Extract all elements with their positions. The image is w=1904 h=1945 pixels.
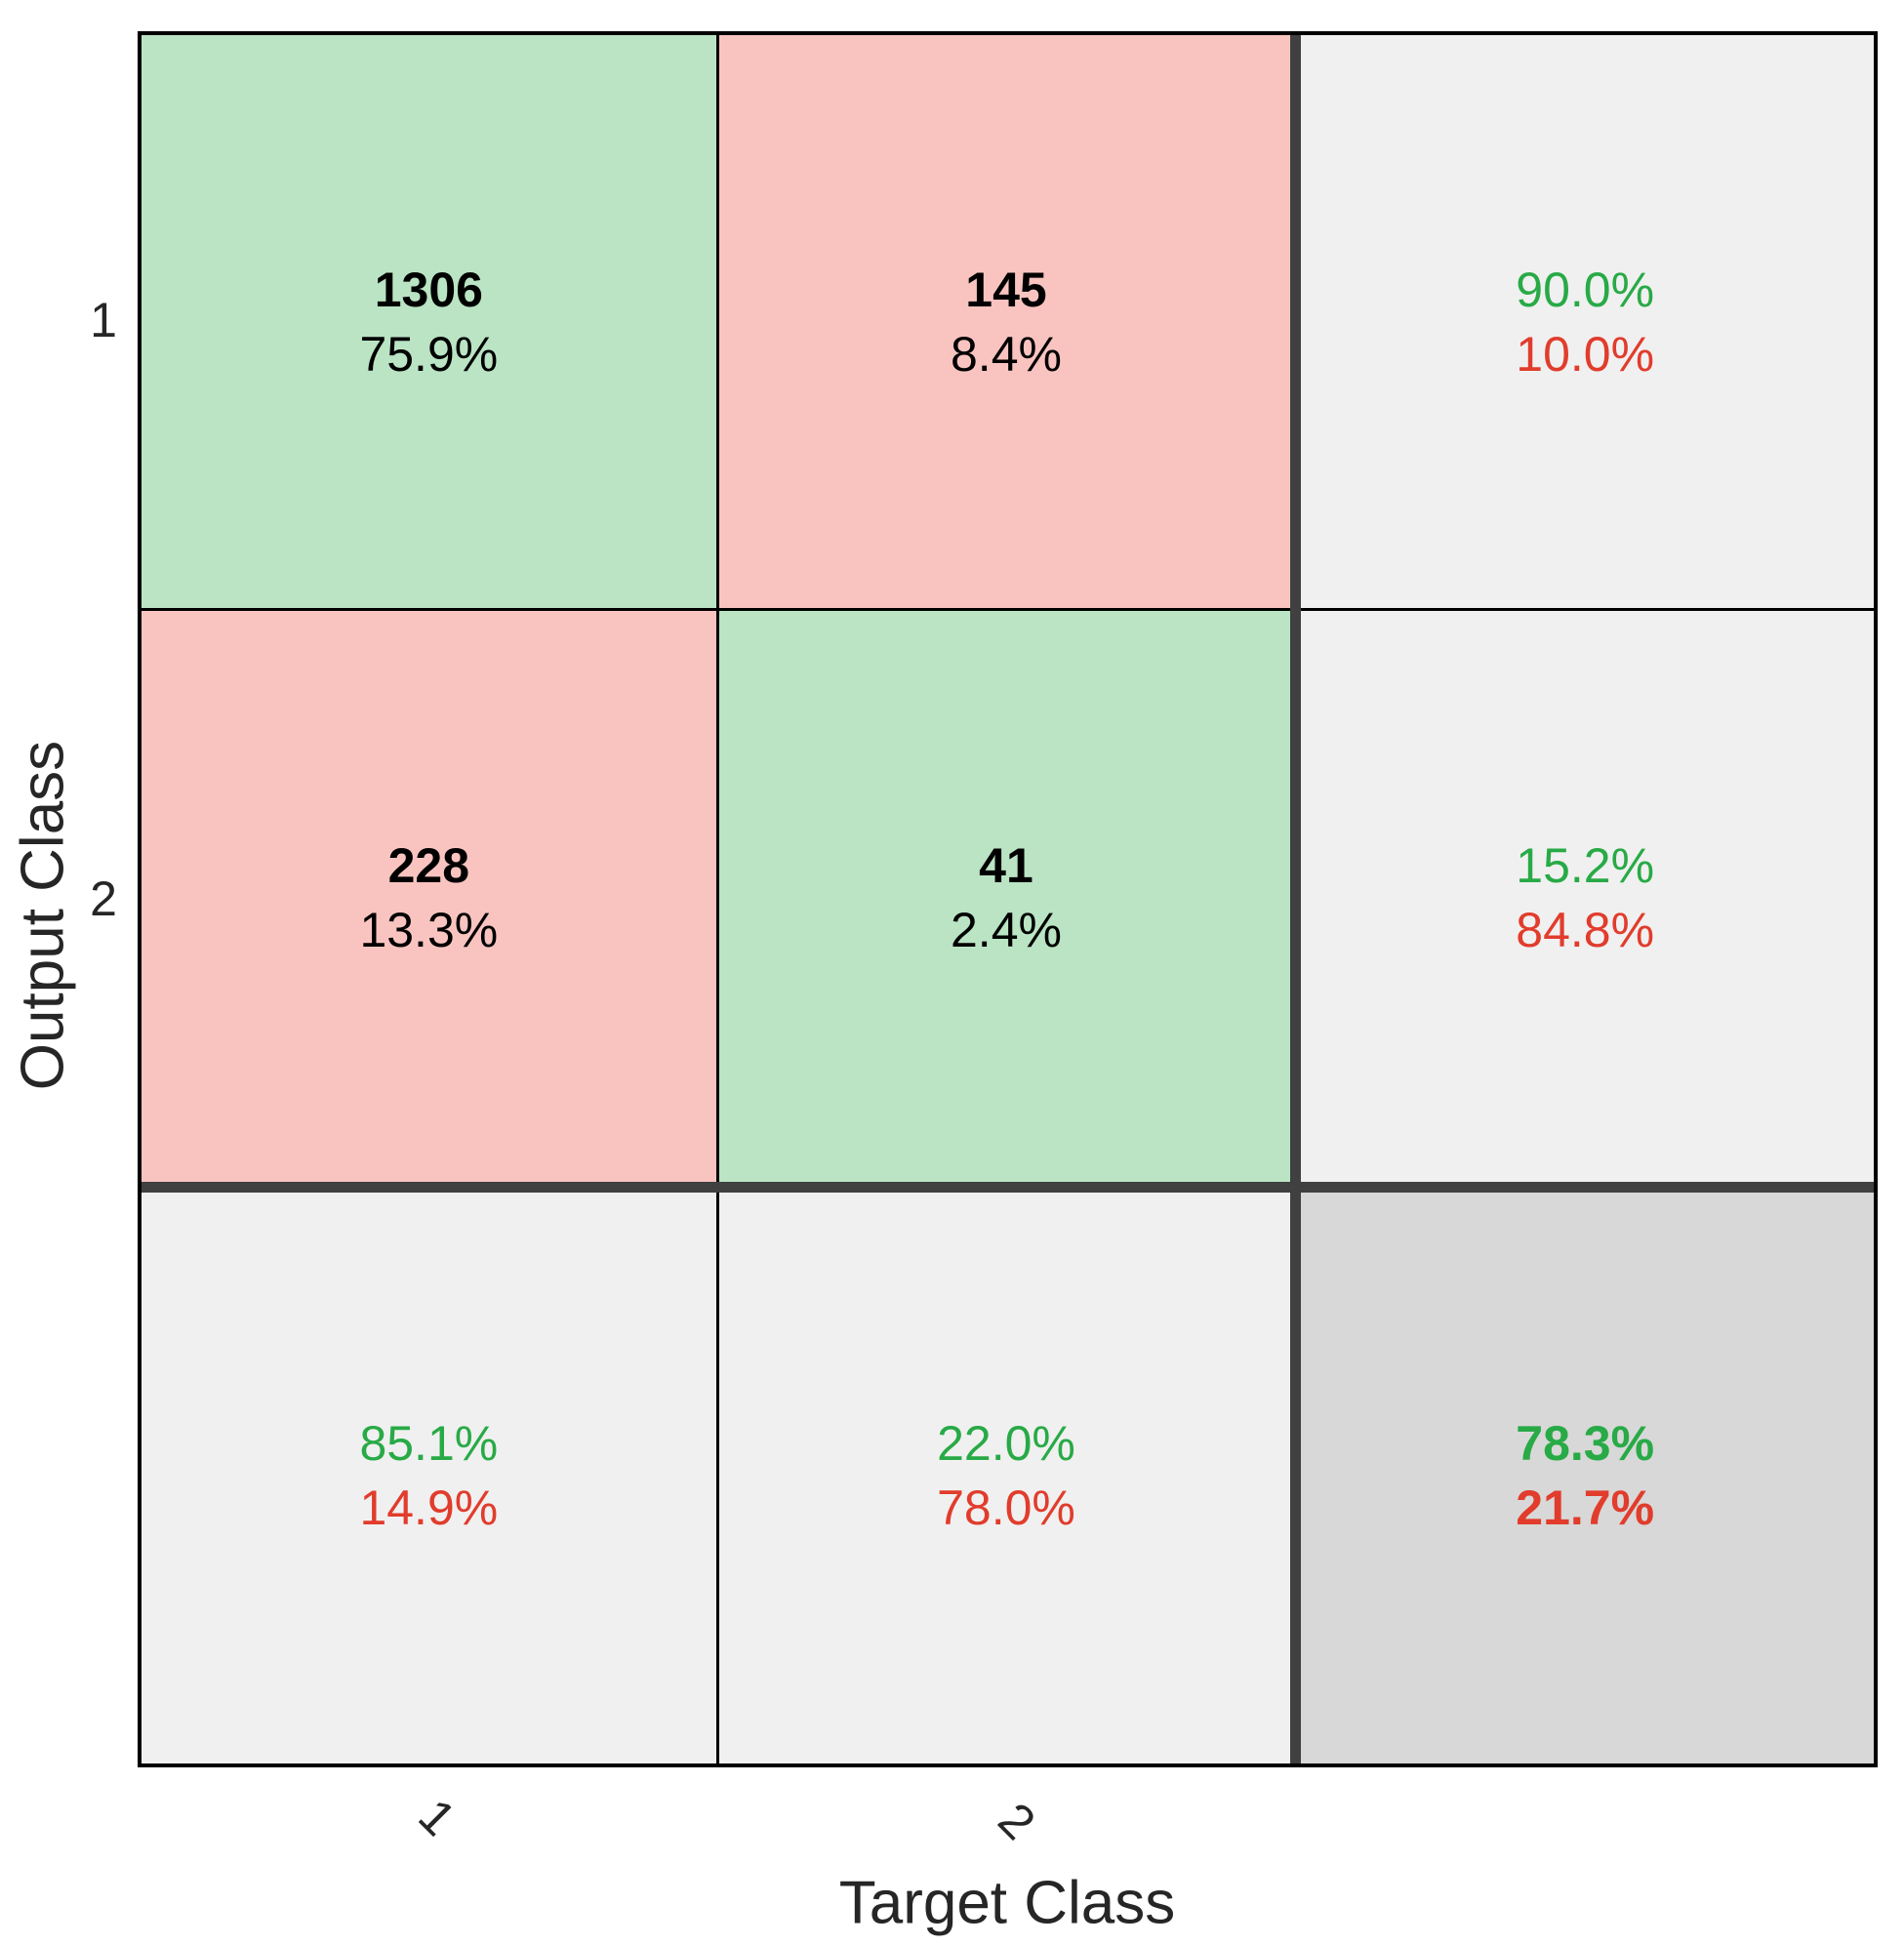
cell-percent: 13.3% xyxy=(359,902,499,957)
overall-accuracy-percent: 78.3% xyxy=(1516,1415,1655,1471)
summary-positive-percent: 15.2% xyxy=(1516,837,1655,893)
cell-count: 41 xyxy=(979,837,1033,893)
x-tick-1: 1 xyxy=(408,1788,466,1846)
cell-percent: 8.4% xyxy=(951,326,1062,382)
summary-positive-percent: 22.0% xyxy=(937,1415,1075,1471)
cell-overall-accuracy: 78.3% 21.7% xyxy=(1296,1187,1874,1763)
y-tick-2: 2 xyxy=(90,871,117,926)
cell-output1-target1: 1306 75.9% xyxy=(142,35,719,612)
cell-summary-target2: 22.0% 78.0% xyxy=(718,1187,1297,1763)
summary-row-divider xyxy=(142,1181,1874,1193)
cell-count: 145 xyxy=(965,262,1047,317)
overall-error-percent: 21.7% xyxy=(1516,1479,1655,1535)
cell-output1-summary: 90.0% 10.0% xyxy=(1296,35,1874,612)
confusion-matrix-grid: 1306 75.9% 145 8.4% 90.0% 10.0% 228 13.3… xyxy=(138,31,1878,1767)
summary-negative-percent: 78.0% xyxy=(937,1479,1075,1535)
summary-column-divider xyxy=(1290,35,1302,1763)
summary-positive-percent: 85.1% xyxy=(359,1415,499,1471)
y-axis-label: Output Class xyxy=(9,740,77,1091)
summary-negative-percent: 10.0% xyxy=(1516,326,1655,382)
summary-negative-percent: 84.8% xyxy=(1516,902,1655,957)
cell-percent: 75.9% xyxy=(359,326,499,382)
x-tick-2: 2 xyxy=(988,1792,1046,1850)
summary-negative-percent: 14.9% xyxy=(359,1479,499,1535)
cell-count: 228 xyxy=(387,837,470,893)
cell-summary-target1: 85.1% 14.9% xyxy=(142,1187,719,1763)
cell-percent: 2.4% xyxy=(951,902,1062,957)
cell-count: 1306 xyxy=(374,262,483,317)
cell-output2-target1: 228 13.3% xyxy=(142,611,719,1188)
cell-output1-target2: 145 8.4% xyxy=(718,35,1297,612)
x-axis-label: Target Class xyxy=(838,1869,1176,1937)
cell-output2-target2: 41 2.4% xyxy=(718,611,1297,1188)
y-tick-1: 1 xyxy=(90,293,117,347)
summary-positive-percent: 90.0% xyxy=(1516,262,1655,317)
cell-output2-summary: 15.2% 84.8% xyxy=(1296,611,1874,1188)
